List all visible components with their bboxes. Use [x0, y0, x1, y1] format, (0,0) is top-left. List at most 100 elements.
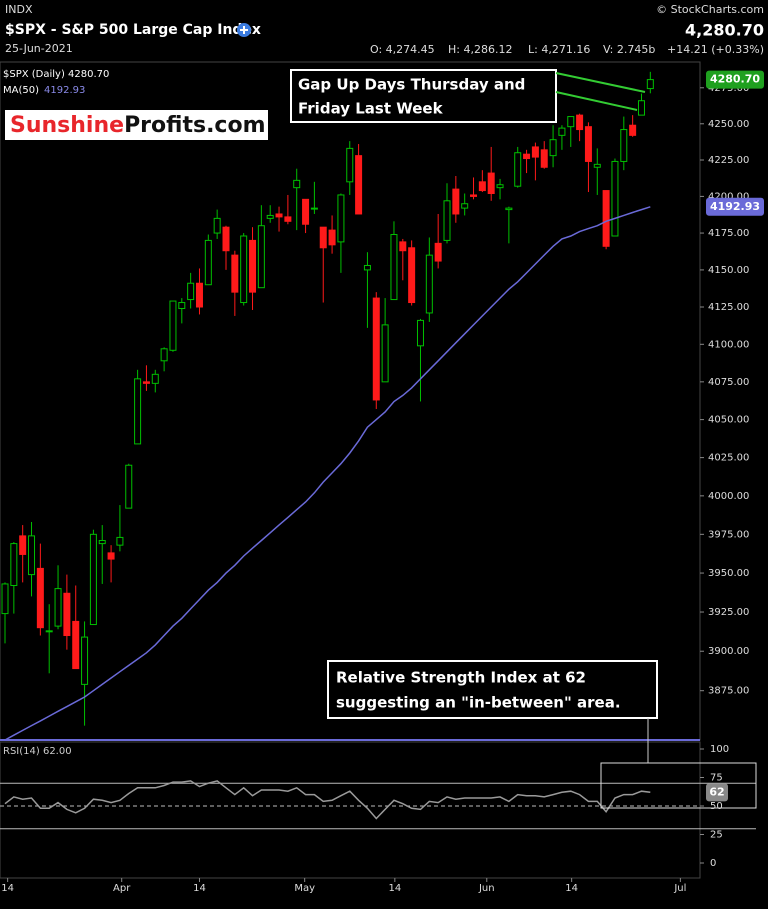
candle-body	[328, 229, 336, 246]
candle-body	[593, 163, 601, 168]
low-stat: L: 4,271.16	[528, 43, 590, 56]
candle-body	[558, 127, 566, 136]
candle-body	[63, 592, 71, 637]
candle-body	[514, 152, 522, 187]
x-tick-label: 14	[565, 883, 578, 894]
y-tick-label: 3925.00	[708, 607, 749, 618]
candle-body	[72, 620, 80, 670]
candle-body	[249, 239, 257, 293]
legend-ma: MA(50)	[3, 85, 39, 96]
candle-body	[567, 116, 575, 128]
candle-body	[470, 194, 478, 197]
candle-body	[355, 155, 363, 215]
candle-body	[187, 282, 195, 301]
candle-body	[195, 282, 203, 308]
y-tick-label: 4025.00	[708, 453, 749, 464]
rsi-tick-label: 50	[710, 801, 723, 812]
open-stat: O: 4,274.45	[370, 43, 435, 56]
candle-body	[461, 203, 469, 209]
candle-body	[523, 153, 531, 160]
candle-body	[584, 126, 592, 162]
candle-body	[116, 536, 124, 546]
candle-body	[310, 207, 318, 210]
y-tick-label: 4100.00	[708, 339, 749, 350]
candle-body	[629, 124, 637, 136]
legend-price: $SPX (Daily) 4280.70	[3, 69, 109, 80]
x-tick-label: Jun	[478, 883, 495, 894]
candle-body	[89, 533, 97, 626]
y-tick-label: 4175.00	[708, 228, 749, 239]
candle-body	[390, 234, 398, 301]
candle-body	[549, 139, 557, 157]
candle-body	[408, 247, 416, 304]
x-tick-label: 14	[193, 883, 206, 894]
add-icon-plus	[240, 26, 248, 34]
candle-body	[19, 535, 27, 555]
copyright: © StockCharts.com	[656, 3, 764, 16]
x-tick-label: 14	[1, 883, 14, 894]
rsi-panel	[0, 741, 701, 879]
candle-body	[293, 179, 301, 189]
candle-body	[284, 216, 292, 222]
candle-body	[434, 242, 442, 262]
candle-body	[240, 235, 248, 304]
candle-body	[142, 381, 150, 384]
last-price-tag-box	[706, 70, 764, 89]
y-tick-label: 4125.00	[708, 302, 749, 313]
candle-body	[478, 181, 486, 192]
candle-body	[28, 535, 36, 576]
annotation-text: suggesting an "in-between" area.	[336, 694, 621, 712]
candle-body	[266, 214, 274, 219]
annotation-box	[290, 69, 557, 123]
candle-body	[381, 324, 389, 383]
logo: SunshineProfits.com	[10, 113, 266, 138]
y-tick-label: 4000.00	[708, 491, 749, 502]
volume-stat: V: 2.745b	[603, 43, 655, 56]
annotation-text: Relative Strength Index at 62	[336, 669, 586, 687]
y-tick-label: 3900.00	[708, 646, 749, 657]
y-tick-label: 4050.00	[708, 415, 749, 426]
x-tick-label: 14	[388, 883, 401, 894]
candle-body	[372, 297, 380, 401]
y-tick-label: 3875.00	[708, 686, 749, 697]
rsi-tick-label: 25	[710, 830, 723, 841]
last-price-tag: 4280.70	[710, 73, 760, 86]
candle-body	[363, 264, 371, 271]
logo-box	[5, 110, 268, 140]
candle-body	[134, 378, 142, 445]
change-stat: +14.21 (+0.33%)	[667, 43, 764, 56]
candle-body	[54, 588, 62, 627]
candle-body	[443, 200, 451, 241]
candle-body	[337, 194, 345, 243]
candle-body	[231, 254, 239, 293]
candle-body	[257, 225, 265, 289]
legend-ma-value: 4192.93	[44, 85, 85, 96]
x-tick-label: Apr	[113, 883, 131, 894]
annotation-arrow	[555, 72, 646, 111]
rsi-tick-label: 100	[710, 744, 729, 755]
last-price: 4,280.70	[685, 21, 764, 40]
y-tick-label: 4250.00	[708, 119, 749, 130]
candle-body	[1, 583, 9, 615]
y-tick-label: 4200.00	[708, 191, 749, 202]
candle-body	[222, 226, 230, 252]
exchange: INDX	[5, 3, 33, 16]
candle-body	[425, 254, 433, 314]
rsi-tag: 62	[709, 785, 724, 798]
candle-body	[36, 567, 44, 629]
candle-body	[125, 464, 133, 509]
candle-body	[576, 114, 584, 131]
rsi-line	[4, 780, 651, 820]
y-tick-label: 3950.00	[708, 568, 749, 579]
annotation-text: Gap Up Days Thursday and	[298, 76, 525, 94]
title: $SPX - S&P 500 Large Cap Index	[5, 22, 261, 38]
candle-body	[302, 198, 310, 225]
candle-body	[107, 552, 115, 560]
y-tick-label: 3975.00	[708, 529, 749, 540]
annotation-box	[327, 660, 658, 719]
x-tick-label: Jul	[673, 883, 686, 894]
candle-body	[399, 241, 407, 252]
annotation-highlight	[600, 762, 757, 809]
